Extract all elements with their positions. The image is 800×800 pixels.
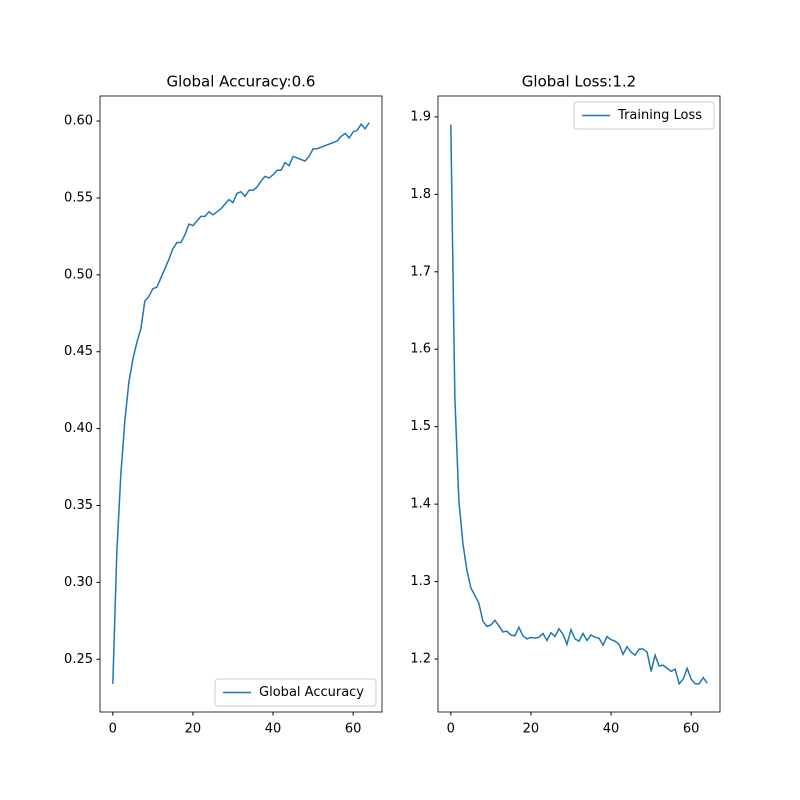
x-tick-label: 0: [447, 722, 455, 737]
x-tick-label: 0: [109, 722, 117, 737]
legend: Global Accuracy: [214, 678, 377, 707]
y-tick-label: 1.6: [410, 342, 431, 357]
y-tick-label: 1.3: [410, 574, 431, 589]
y-tick-label: 1.5: [410, 419, 431, 434]
legend-label: Training Loss: [617, 108, 702, 123]
y-tick-label: 0.50: [64, 267, 93, 282]
y-tick-label: 0.55: [64, 190, 93, 205]
y-tick-label: 1.8: [410, 187, 431, 202]
data-line: [450, 124, 708, 686]
legend-box: [573, 101, 715, 130]
y-tick-label: 0.40: [64, 421, 93, 436]
y-tick-label: 1.4: [410, 497, 431, 512]
x-tick-label: 40: [265, 722, 282, 737]
y-tick-label: 0.35: [64, 498, 93, 513]
y-tick-label: 0.60: [64, 114, 93, 129]
y-tick-label: 0.45: [64, 344, 93, 359]
chart-title: Global Loss:1.2: [522, 73, 636, 91]
x-tick-label: 60: [345, 722, 362, 737]
legend-box: [214, 678, 377, 707]
y-tick-label: 0.30: [64, 575, 93, 590]
x-tick-label: 20: [185, 722, 202, 737]
legend-label: Global Accuracy: [259, 685, 364, 700]
y-tick-label: 1.7: [410, 264, 431, 279]
axes-frame: [437, 95, 721, 713]
data-line: [112, 122, 370, 684]
x-tick-label: 20: [523, 722, 540, 737]
x-tick-label: 40: [603, 722, 620, 737]
legend: Training Loss: [573, 101, 715, 130]
axes-frame: [99, 95, 383, 713]
y-tick-label: 1.2: [410, 652, 431, 667]
y-tick-label: 0.25: [64, 652, 93, 667]
chart-title: Global Accuracy:0.6: [167, 73, 316, 91]
x-tick-label: 60: [683, 722, 700, 737]
y-tick-label: 1.9: [410, 109, 431, 124]
